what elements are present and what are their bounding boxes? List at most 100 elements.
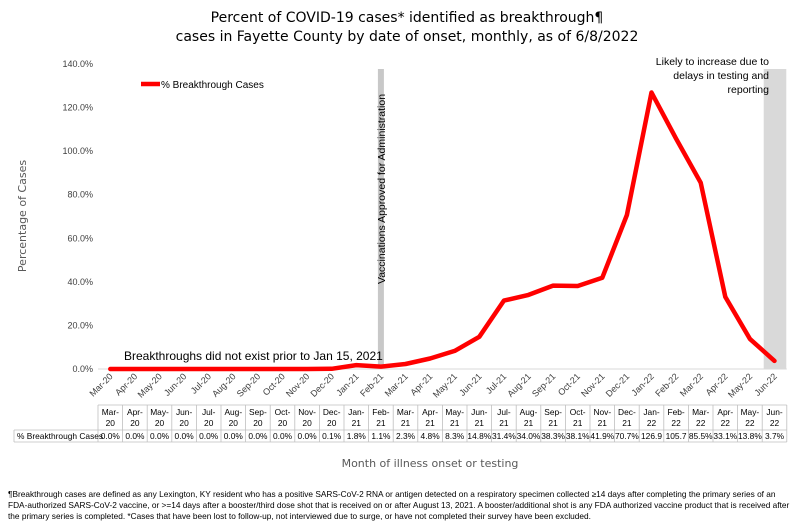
table-header-cell: Jun- bbox=[176, 407, 193, 417]
table-header-cell: Aug- bbox=[520, 407, 538, 417]
y-tick-label: 100.0% bbox=[62, 146, 93, 156]
vaccination-line bbox=[377, 69, 384, 369]
table-header-cell: Jun- bbox=[766, 407, 783, 417]
table-value-cell: 38.1% bbox=[566, 431, 590, 441]
table-header-cell: 21 bbox=[622, 418, 632, 428]
table-header-cell: 22 bbox=[770, 418, 780, 428]
table-header-cell: Sep- bbox=[544, 407, 562, 417]
table-header-cell: 21 bbox=[376, 418, 386, 428]
chart-title-line-2: cases in Fayette County by date of onset… bbox=[176, 29, 639, 45]
y-tick-label: 20.0% bbox=[67, 320, 93, 330]
table-header-cell: Mar- bbox=[397, 407, 414, 417]
table-value-cell: 0.0% bbox=[224, 431, 244, 441]
table-header-cell: Jun- bbox=[471, 407, 488, 417]
table-header-cell: 21 bbox=[352, 418, 362, 428]
table-header-cell: 21 bbox=[548, 418, 558, 428]
x-tick-label: Jun-21 bbox=[457, 371, 484, 398]
chart-title-line-1: Percent of COVID-19 cases* identified as… bbox=[211, 10, 604, 26]
y-tick-label: 80.0% bbox=[67, 190, 93, 200]
table-value-cell: 0.0% bbox=[248, 431, 268, 441]
table-header-cell: Jan- bbox=[348, 407, 365, 417]
table-header-cell: Feb- bbox=[667, 407, 684, 417]
table-header-cell: 21 bbox=[450, 418, 460, 428]
x-tick-label: Dec-20 bbox=[309, 371, 337, 399]
table-value-cell: 70.7% bbox=[615, 431, 639, 441]
shaded-region-annotation: reporting bbox=[728, 84, 770, 96]
table-header-cell: 22 bbox=[696, 418, 706, 428]
table-header-cell: Jul- bbox=[497, 407, 511, 417]
table-row-label: % Breakthrough Cases bbox=[17, 431, 103, 441]
footnote: ¶Breakthrough cases are defined as any L… bbox=[8, 489, 790, 521]
x-tick-label: Feb-21 bbox=[358, 371, 385, 398]
shaded-region-annotation: Likely to increase due to bbox=[656, 56, 769, 68]
table-header-cell: 22 bbox=[671, 418, 681, 428]
table-value-cell: 41.9% bbox=[590, 431, 614, 441]
table-header-cell: 21 bbox=[573, 418, 583, 428]
y-tick-label: 40.0% bbox=[67, 277, 93, 287]
table-header-cell: 22 bbox=[745, 418, 755, 428]
table-value-cell: 0.0% bbox=[150, 431, 170, 441]
table-header-cell: 21 bbox=[401, 418, 411, 428]
table-value-cell: 0.0% bbox=[125, 431, 145, 441]
table-value-cell: 3.7% bbox=[765, 431, 785, 441]
table-header-cell: 20 bbox=[229, 418, 239, 428]
shaded-region bbox=[763, 69, 787, 369]
table-value-cell: 1.1% bbox=[371, 431, 391, 441]
table-value-cell: 13.8% bbox=[738, 431, 762, 441]
shaded-region-annotation: delays in testing and bbox=[673, 70, 769, 82]
series-line-breakthrough bbox=[108, 90, 777, 372]
x-axis-title: Month of illness onset or testing bbox=[342, 457, 519, 470]
table-header-cell: 20 bbox=[253, 418, 263, 428]
vaccination-annotation: Vaccinations Approved for Administration bbox=[376, 94, 388, 284]
y-tick-label: 120.0% bbox=[62, 103, 93, 113]
x-tick-label: Oct-21 bbox=[556, 371, 582, 397]
x-tick-label: Aug-20 bbox=[210, 371, 238, 399]
pre-breakthrough-annotation: Breakthroughs did not exist prior to Jan… bbox=[124, 349, 383, 363]
table-header-cell: 22 bbox=[647, 418, 657, 428]
x-tick-label: May-21 bbox=[431, 371, 459, 399]
table-value-cell: 38.3% bbox=[541, 431, 565, 441]
y-tick-label: 60.0% bbox=[67, 233, 93, 243]
x-tick-label: Dec-21 bbox=[604, 371, 632, 399]
table-header-cell: 20 bbox=[278, 418, 288, 428]
table-header-cell: 21 bbox=[475, 418, 485, 428]
table-header-cell: Dec- bbox=[323, 407, 341, 417]
table-value-cell: 2.3% bbox=[396, 431, 416, 441]
y-tick-label: 0.0% bbox=[72, 364, 93, 374]
y-axis-title: Percentage of Cases bbox=[16, 160, 29, 272]
table-value-cell: 8.3% bbox=[445, 431, 465, 441]
table-value-cell: 1.8% bbox=[347, 431, 367, 441]
x-tick-label: May-20 bbox=[136, 371, 164, 399]
table-header-cell: Feb- bbox=[372, 407, 389, 417]
table-header-cell: May- bbox=[741, 407, 760, 417]
table-header-cell: Oct- bbox=[275, 407, 291, 417]
table-value-cell: 105.7 bbox=[666, 431, 687, 441]
table-header-cell: 20 bbox=[204, 418, 214, 428]
table-header-cell: 21 bbox=[598, 418, 608, 428]
x-tick-label: Mar-22 bbox=[678, 371, 705, 398]
x-tick-label: Feb-22 bbox=[653, 371, 680, 398]
x-tick-label: Aug-21 bbox=[505, 371, 533, 399]
x-tick-label: Oct-20 bbox=[261, 371, 287, 397]
table-header-cell: 20 bbox=[327, 418, 337, 428]
table-header-cell: Apr- bbox=[422, 407, 438, 417]
table-value-cell: 14.8% bbox=[467, 431, 491, 441]
table-value-cell: 0.0% bbox=[273, 431, 293, 441]
table-value-cell: 126.9 bbox=[641, 431, 662, 441]
x-tick-label: Mar-21 bbox=[383, 371, 410, 398]
table-header-cell: May- bbox=[150, 407, 169, 417]
table-header-cell: Sep- bbox=[249, 407, 267, 417]
x-tick-label: Jan-22 bbox=[629, 371, 656, 398]
table-value-cell: 33.1% bbox=[713, 431, 737, 441]
x-tick-label: Jan-21 bbox=[334, 371, 361, 398]
table-value-cell: 4.8% bbox=[421, 431, 441, 441]
table-header-cell: Jul- bbox=[202, 407, 216, 417]
table-value-cell: 0.1% bbox=[322, 431, 342, 441]
table-value-cell: 85.5% bbox=[689, 431, 713, 441]
table-header-cell: Nov- bbox=[593, 407, 611, 417]
x-tick-label: Mar-20 bbox=[87, 371, 114, 398]
table-value-cell: 34.0% bbox=[517, 431, 541, 441]
table-header-cell: 20 bbox=[302, 418, 312, 428]
x-tick-label: Sep-21 bbox=[530, 371, 558, 399]
